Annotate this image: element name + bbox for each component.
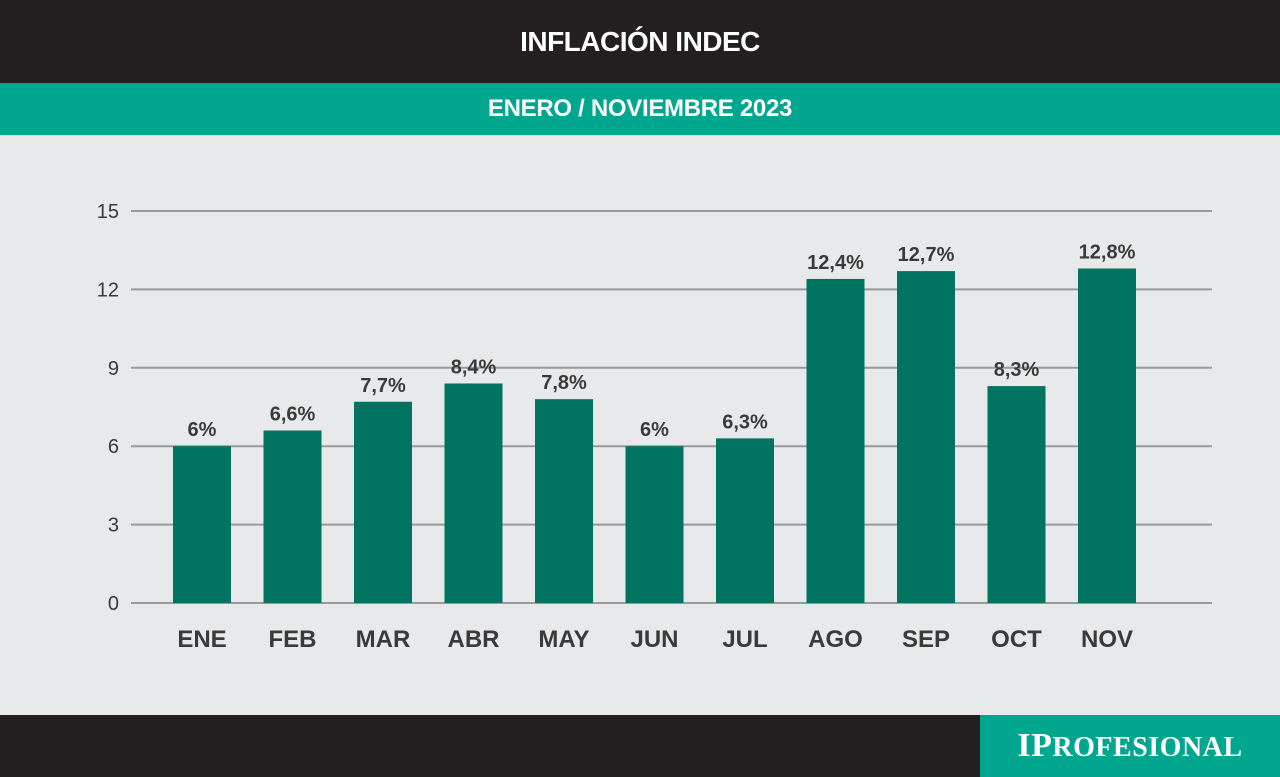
x-tick-label-abr: ABR: [448, 626, 500, 653]
bar-nov: [1078, 268, 1136, 603]
bar-may: [535, 399, 593, 603]
bar-ago: [806, 278, 865, 603]
x-tick-label-oct: OCT: [991, 626, 1042, 653]
data-label-ago: 12,4%: [807, 252, 864, 274]
y-tick-label-3: 3: [108, 515, 119, 537]
bar-oct: [987, 386, 1046, 603]
x-tick-label-mar: MAR: [356, 626, 411, 653]
x-tick-label-jul: JUL: [722, 626, 767, 653]
x-tick-label-sep: SEP: [902, 626, 950, 653]
bar-mar: [354, 401, 412, 603]
x-tick-label-nov: NOV: [1081, 626, 1133, 653]
y-tick-label-12: 12: [97, 279, 119, 301]
brand-logo-lead: IP: [1017, 727, 1053, 764]
y-tick-label-6: 6: [108, 436, 119, 458]
data-label-abr: 8,4%: [451, 356, 497, 378]
x-tick-label-feb: FEB: [269, 626, 317, 653]
data-label-nov: 12,8%: [1079, 241, 1136, 263]
data-label-sep: 12,7%: [898, 244, 955, 266]
data-label-mar: 7,7%: [360, 375, 406, 397]
y-tick-label-9: 9: [108, 358, 119, 380]
data-label-feb: 6,6%: [270, 404, 316, 426]
brand-logo-rest: ROFESIONAL: [1052, 732, 1243, 763]
bar-chart: 0 3 6 9 12 15 6% ENE 6,6% FEB 7,7% MAR 8,4% ABR 7,8% MA…: [97, 201, 1212, 653]
x-tick-label-may: MAY: [538, 626, 589, 653]
brand-logo: IPROFESIONAL: [1017, 727, 1242, 765]
x-tick-label-ago: AGO: [808, 626, 863, 653]
y-tick-label-15: 15: [97, 201, 119, 223]
bar-ene: [173, 446, 231, 603]
subheader-bar: ENERO / NOVIEMBRE 2023: [0, 83, 1280, 135]
x-tick-label-ene: ENE: [177, 626, 226, 653]
data-label-oct: 8,3%: [994, 359, 1040, 381]
data-label-jul: 6,3%: [722, 411, 768, 433]
bar-jun: [625, 446, 684, 603]
brand-box: IPROFESIONAL: [980, 715, 1280, 777]
bar-abr: [444, 383, 503, 603]
chart-title: INFLACIÓN INDEC: [520, 25, 760, 57]
footer-bar: IPROFESIONAL: [0, 715, 1280, 777]
data-label-ene: 6%: [188, 419, 217, 441]
bar-feb: [263, 430, 322, 603]
y-tick-label-0: 0: [108, 593, 119, 615]
data-label-jun: 6%: [640, 419, 669, 441]
chart-area: 0 3 6 9 12 15 6% ENE 6,6% FEB 7,7% MAR 8,4% ABR 7,8% MA…: [0, 135, 1280, 715]
data-label-may: 7,8%: [541, 372, 587, 394]
chart-subtitle: ENERO / NOVIEMBRE 2023: [487, 95, 793, 122]
bar-jul: [716, 438, 774, 603]
header-bar: INFLACIÓN INDEC: [0, 0, 1280, 83]
bar-sep: [897, 271, 955, 603]
x-tick-label-jun: JUN: [630, 626, 678, 653]
